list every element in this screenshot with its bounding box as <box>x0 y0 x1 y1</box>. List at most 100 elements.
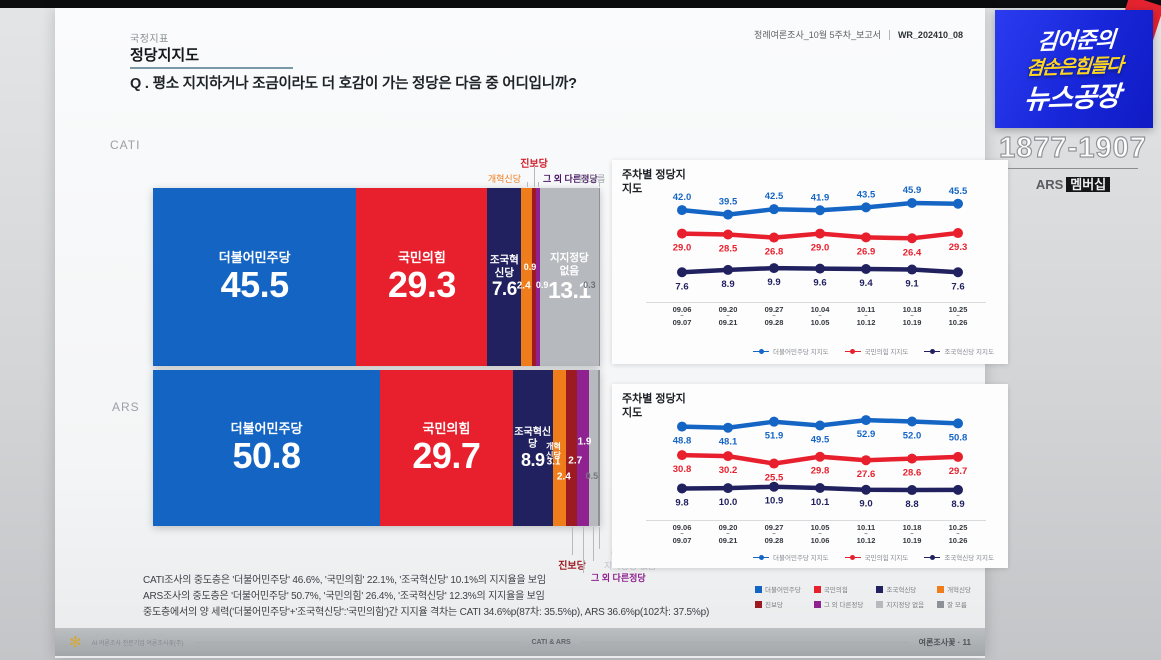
tick-date-end: 09.28 <box>764 536 784 546</box>
party-legend-item: 그 외 다른정당 <box>813 599 863 609</box>
leader-line <box>583 527 584 573</box>
group-label-ars: ARS <box>112 400 140 414</box>
axis-divider <box>646 520 986 521</box>
legend-item: 더불어민주당 지지도 <box>753 552 829 562</box>
data-point <box>861 484 871 495</box>
data-point <box>907 198 917 209</box>
report-divider <box>888 29 890 40</box>
data-point-label: 29.0 <box>673 243 692 254</box>
series-조국혁신당 지지도: 7.6 8.9 9.9 9.6 9.4 9.1 7.6 <box>675 263 965 292</box>
data-point <box>723 229 733 240</box>
footer-page: 여론조사꽃 · 11 <box>918 637 971 647</box>
data-point <box>953 418 963 429</box>
ars-phone-number: 1877-1907 <box>999 131 1147 164</box>
callout-진보당: 진보당 <box>558 561 586 572</box>
footnotes: CATI조사의 중도층은 '더불어민주당' 46.6%, '국민의힘' 22.1… <box>143 573 709 621</box>
data-point-label: 8.8 <box>905 499 918 510</box>
data-point-label: 39.5 <box>719 197 738 208</box>
tick-date-end: 10.12 <box>856 318 876 328</box>
tick-date-start: 10.05 <box>810 523 830 532</box>
party-swatch-icon <box>813 585 821 593</box>
legend-item: 국민의힘 지지도 <box>844 552 909 562</box>
footer-rule <box>580 641 909 643</box>
party-legend-label: 개혁신당 <box>947 587 971 594</box>
data-point <box>677 483 687 494</box>
tick-date-end: 10.06 <box>810 536 830 546</box>
party-legend-label: 지지정당 없음 <box>886 602 925 609</box>
cati-trend-title: 주차별 정당지지도 <box>622 169 686 196</box>
ars-trend-title: 주차별 정당지지도 <box>622 393 686 420</box>
tick-tilde: ~ <box>726 531 730 538</box>
tick-tilde: ~ <box>956 531 960 538</box>
x-tick: 10.18 ~10.19 <box>902 523 922 546</box>
legend-item: 국민의힘 지지도 <box>844 346 909 356</box>
data-point <box>723 451 733 462</box>
slide-footer: ✻ AI 여론조사 전문기업 여론조사꽃(주) CATI & ARS 여론조사꽃… <box>55 628 985 656</box>
data-point <box>907 485 917 496</box>
data-point-label: 9.0 <box>859 499 872 510</box>
bar-segment-조국혁신당: 조국혁신당 7.6 <box>487 188 522 366</box>
tick-date-end: 09.21 <box>718 318 738 328</box>
party-legend-item: 지지정당 없음 <box>876 599 924 609</box>
data-point <box>953 484 963 495</box>
data-point-label: 26.9 <box>857 246 876 257</box>
leader-line <box>599 527 600 549</box>
legend-label: 국민의힘 지지도 <box>864 555 909 562</box>
bar-segment-지지정당 없음 <box>589 370 598 526</box>
segment-label: 조국혁신당 <box>489 254 519 280</box>
data-point-label: 41.9 <box>811 192 830 203</box>
tick-date-end: 09.07 <box>672 536 692 546</box>
segment-label: 더불어민주당 <box>218 250 291 266</box>
data-point-label: 52.0 <box>903 431 922 442</box>
cati-stacked-bar: 더불어민주당 45.5 국민의힘 29.3 조국혁신당 7.6 지지정당 없음 13.1 2.4… <box>153 188 600 366</box>
data-point <box>815 263 825 274</box>
party-legend-label: 진보당 <box>765 602 783 609</box>
x-tick: 09.06 ~09.07 <box>673 305 692 328</box>
leader-line <box>572 527 573 555</box>
tick-date-end: 09.28 <box>764 318 784 328</box>
x-tick: 09.20 ~09.21 <box>719 523 738 546</box>
tick-tilde: ~ <box>910 531 914 538</box>
tick-date-end: 10.19 <box>902 536 922 546</box>
segment-value: 7.6 <box>491 278 517 300</box>
data-point <box>677 267 687 278</box>
bar-segment-조국혁신당: 조국혁신당 8.9 <box>512 370 553 526</box>
data-point <box>723 264 733 275</box>
data-point <box>907 453 917 464</box>
tick-date-end: 10.26 <box>948 536 968 546</box>
tick-tilde: ~ <box>864 531 868 538</box>
data-point <box>769 263 779 274</box>
leader-line <box>593 527 594 561</box>
data-point <box>861 202 871 213</box>
data-point-label: 10.0 <box>719 497 738 508</box>
segment-mini-value: 0.3 <box>583 280 596 291</box>
segment-mini-value: 2.4 <box>556 471 571 483</box>
tick-date-end: 10.05 <box>810 318 830 328</box>
data-point-label: 52.9 <box>857 429 876 440</box>
data-point-label: 42.0 <box>673 192 692 203</box>
callout-그 외 다른정당: 그 외 다른정당 <box>591 573 646 583</box>
data-point-label: 49.5 <box>811 434 830 445</box>
report-code: WR_202410_08 <box>897 29 963 40</box>
report-name: 정례여론조사_10월 5주차_보고서 <box>754 30 881 40</box>
segment-mini-label: 개혁 신당 <box>546 442 561 460</box>
x-tick: 10.25 ~10.26 <box>949 305 968 328</box>
party-legend-label: 잘 모름 <box>947 602 967 609</box>
party-legend-label: 국민의힘 <box>823 587 848 594</box>
data-point-label: 28.5 <box>719 243 738 254</box>
tick-date-start: 09.20 <box>718 305 738 314</box>
legend-line-dot-icon <box>844 554 861 560</box>
tick-date-start: 10.18 <box>902 523 922 532</box>
data-point-label: 9.4 <box>859 278 873 289</box>
ars-trend-axis: 09.06 ~09.07 09.20 ~09.21 09.27 ~09.28 10.05 ~1… <box>612 520 1008 552</box>
data-point <box>953 198 963 209</box>
tick-date-start: 09.27 <box>764 305 784 314</box>
legend-item: 더불어민주당 지지도 <box>753 346 829 356</box>
legend-line-dot-icon <box>753 554 770 560</box>
legend-label: 국민의힘 지지도 <box>864 349 909 356</box>
group-label-cati: CATI <box>110 138 141 152</box>
legend-item: 조국혁신당 지지도 <box>924 346 994 356</box>
data-point-label: 9.1 <box>905 279 919 290</box>
tick-tilde: ~ <box>772 313 776 320</box>
legend-line-dot-icon <box>753 348 770 354</box>
